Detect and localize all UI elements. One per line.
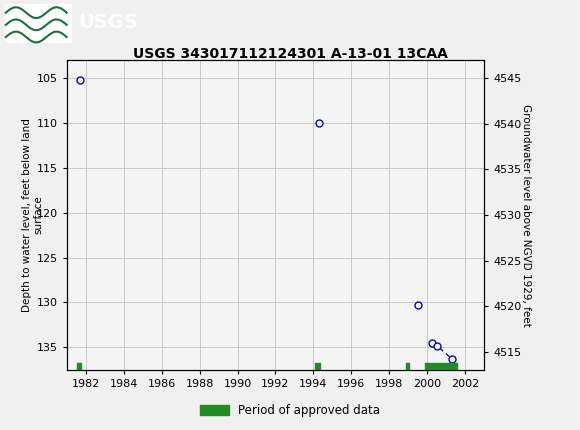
Y-axis label: Depth to water level, feet below land
surface: Depth to water level, feet below land su… <box>21 118 43 312</box>
Text: USGS: USGS <box>78 13 138 32</box>
Bar <box>5 3 71 42</box>
Text: USGS 343017112124301 A-13-01 13CAA: USGS 343017112124301 A-13-01 13CAA <box>133 47 447 61</box>
Legend: Period of approved data: Period of approved data <box>195 399 385 422</box>
Y-axis label: Groundwater level above NGVD 1929, feet: Groundwater level above NGVD 1929, feet <box>521 104 531 326</box>
